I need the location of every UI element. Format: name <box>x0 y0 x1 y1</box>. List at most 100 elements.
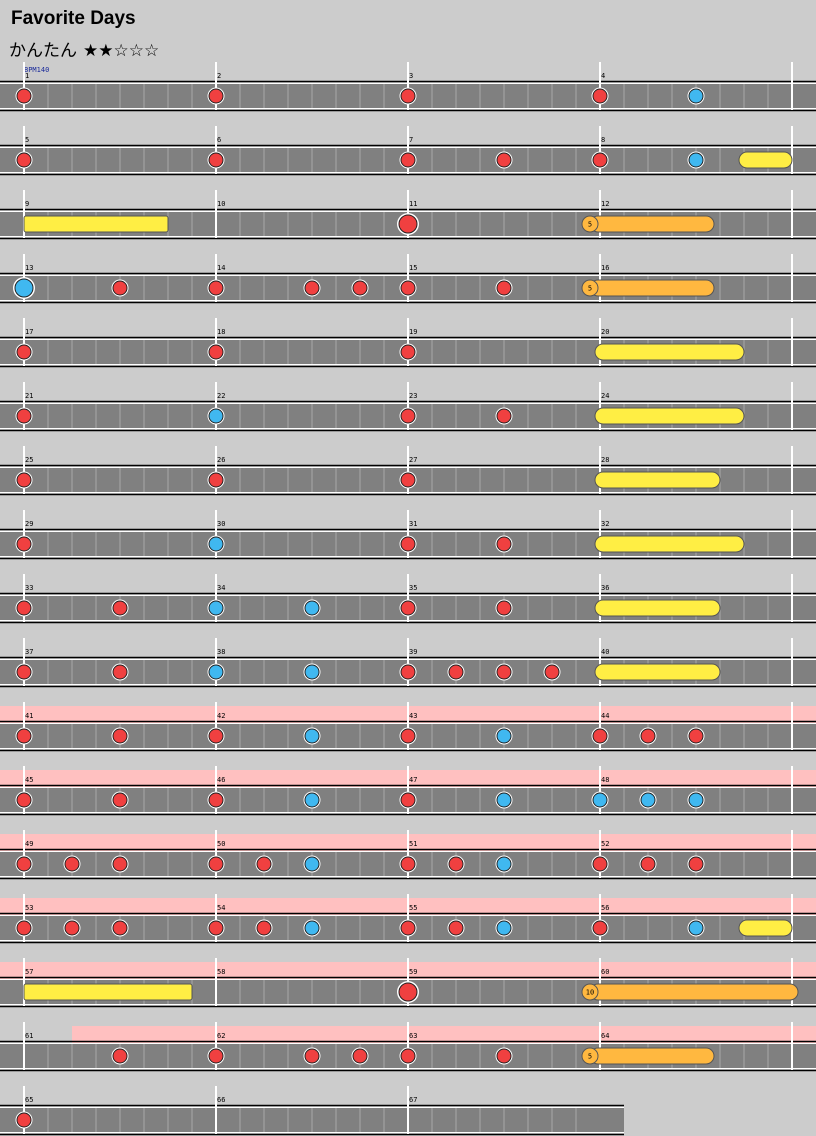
don-note <box>592 88 608 104</box>
ka-note <box>688 792 704 808</box>
measure-number: 54 <box>217 904 225 912</box>
measure-number: 48 <box>601 776 609 784</box>
don-note <box>256 920 272 936</box>
don-note <box>208 280 224 296</box>
balloon-bar <box>589 1047 715 1065</box>
don-note <box>304 280 320 296</box>
measure-number: 16 <box>601 264 609 272</box>
ka-note <box>592 792 608 808</box>
measure-number: 10 <box>217 200 225 208</box>
don-note <box>16 664 32 680</box>
measure-number: 38 <box>217 648 225 656</box>
drumroll-bar <box>23 983 193 1001</box>
don-note <box>400 1048 416 1064</box>
measure-number: 63 <box>409 1032 417 1040</box>
big-don-note <box>398 982 418 1002</box>
measure-number: 41 <box>25 712 33 720</box>
don-note <box>208 1048 224 1064</box>
ka-note <box>304 856 320 872</box>
measure-number: 1 <box>25 72 29 80</box>
ka-note <box>688 920 704 936</box>
don-note <box>16 920 32 936</box>
measure-number: 30 <box>217 520 225 528</box>
ka-note <box>208 664 224 680</box>
measure-number: 62 <box>217 1032 225 1040</box>
drumroll-bar <box>594 663 721 681</box>
bpm-label: BPM140 <box>24 66 50 74</box>
measure-number: 65 <box>25 1096 33 1104</box>
measure-number: 12 <box>601 200 609 208</box>
don-note <box>16 88 32 104</box>
measure-number: 64 <box>601 1032 609 1040</box>
measure-number: 57 <box>25 968 33 976</box>
measure-number: 50 <box>217 840 225 848</box>
measure-number: 46 <box>217 776 225 784</box>
don-note <box>16 600 32 616</box>
song-title: Favorite Days <box>11 8 136 29</box>
measure-number: 19 <box>409 328 417 336</box>
don-note <box>16 536 32 552</box>
don-note <box>64 856 80 872</box>
don-note <box>496 664 512 680</box>
don-note <box>400 472 416 488</box>
measure-number: 39 <box>409 648 417 656</box>
don-note <box>400 408 416 424</box>
measure-number: 51 <box>409 840 417 848</box>
measure-number: 7 <box>409 136 413 144</box>
don-note <box>352 280 368 296</box>
balloon-bar <box>589 279 715 297</box>
don-note <box>208 344 224 360</box>
drumroll-bar <box>738 151 793 169</box>
don-note <box>16 792 32 808</box>
measure-number: 47 <box>409 776 417 784</box>
measure-number: 33 <box>25 584 33 592</box>
star-rating-icon: ★★☆☆☆ <box>83 41 160 61</box>
don-note <box>16 856 32 872</box>
measure-number: 58 <box>217 968 225 976</box>
don-note <box>400 536 416 552</box>
ka-note <box>208 408 224 424</box>
measure-number: 18 <box>217 328 225 336</box>
ka-note <box>208 600 224 616</box>
measure-number: 5 <box>25 136 29 144</box>
measure-number: 22 <box>217 392 225 400</box>
don-note <box>496 280 512 296</box>
drumroll-bar <box>738 919 793 937</box>
measure-number: 11 <box>409 200 417 208</box>
don-note <box>400 792 416 808</box>
measure-number: 56 <box>601 904 609 912</box>
measure-number: 36 <box>601 584 609 592</box>
ka-note <box>496 920 512 936</box>
don-note <box>352 1048 368 1064</box>
drumroll-bar <box>23 215 169 233</box>
don-note <box>400 856 416 872</box>
measure-number: 15 <box>409 264 417 272</box>
measure-number: 3 <box>409 72 413 80</box>
don-note <box>400 600 416 616</box>
don-note <box>208 88 224 104</box>
gogo-highlight <box>72 1026 816 1045</box>
ka-note <box>688 88 704 104</box>
measure-number: 9 <box>25 200 29 208</box>
don-note <box>640 856 656 872</box>
measure-number: 49 <box>25 840 33 848</box>
don-note <box>496 600 512 616</box>
measure-number: 13 <box>25 264 33 272</box>
ka-note <box>304 728 320 744</box>
don-note <box>544 664 560 680</box>
balloon-hit-count: 5 <box>588 285 592 293</box>
measure-number: 43 <box>409 712 417 720</box>
don-note <box>112 280 128 296</box>
don-note <box>496 536 512 552</box>
measure-number: 29 <box>25 520 33 528</box>
ka-note <box>208 536 224 552</box>
measure-number: 55 <box>409 904 417 912</box>
measure-number: 6 <box>217 136 221 144</box>
measure-number: 66 <box>217 1096 225 1104</box>
balloon-hit-count: 10 <box>586 989 594 997</box>
measure-number: 20 <box>601 328 609 336</box>
don-note <box>496 1048 512 1064</box>
measure-number: 44 <box>601 712 609 720</box>
drumroll-bar <box>594 407 745 425</box>
